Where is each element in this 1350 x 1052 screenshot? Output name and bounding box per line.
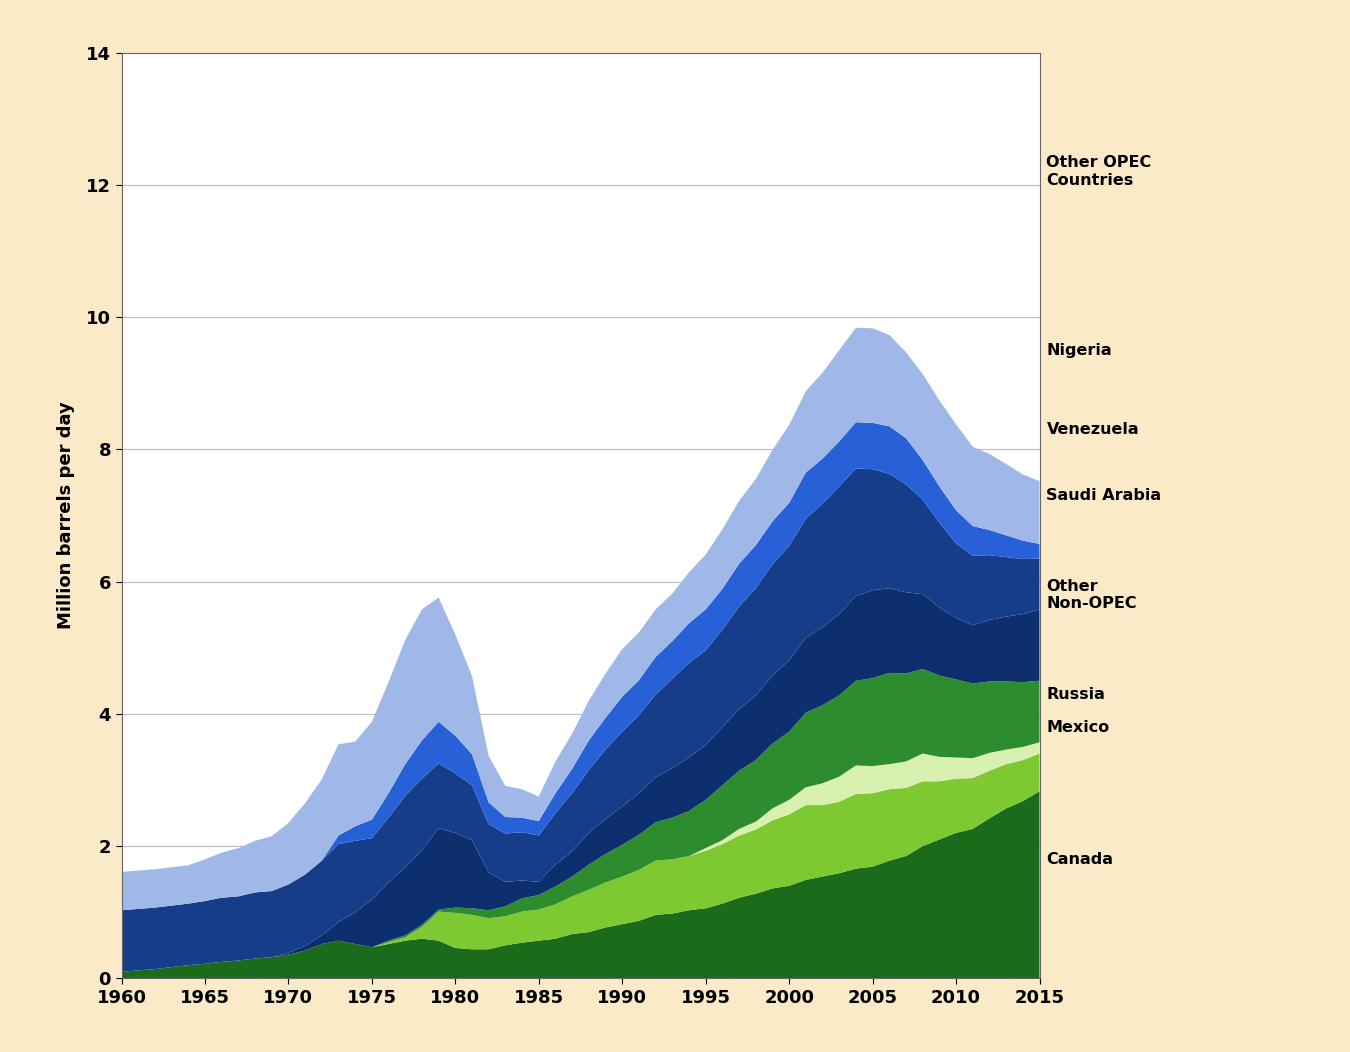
Text: Russia: Russia — [1046, 687, 1106, 702]
Text: Other OPEC
Countries: Other OPEC Countries — [1046, 156, 1152, 188]
Text: Nigeria: Nigeria — [1046, 343, 1112, 358]
Text: Other
Non-OPEC: Other Non-OPEC — [1046, 579, 1137, 611]
Text: Mexico: Mexico — [1046, 720, 1110, 734]
Text: Saudi Arabia: Saudi Arabia — [1046, 488, 1161, 503]
Text: Canada: Canada — [1046, 852, 1114, 867]
Y-axis label: Million barrels per day: Million barrels per day — [57, 402, 76, 629]
Text: Venezuela: Venezuela — [1046, 422, 1139, 437]
